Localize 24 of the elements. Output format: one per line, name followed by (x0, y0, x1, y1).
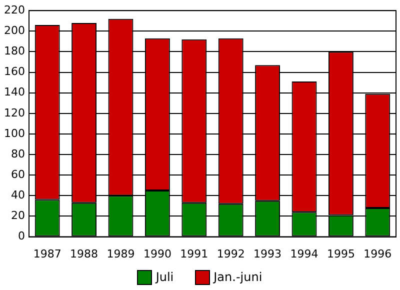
x-tick-label: 1995 (326, 247, 355, 260)
y-tick-label: 140 (4, 86, 25, 99)
x-tick-label: 1990 (143, 247, 172, 260)
x-tick-label: 1987 (33, 247, 62, 260)
x-tick-label: 1994 (290, 247, 318, 260)
x-tick-label: 1991 (180, 247, 208, 260)
legend-label: Juli (156, 270, 174, 284)
y-tick-label: 60 (10, 168, 25, 181)
y-tick-label: 200 (4, 24, 25, 38)
x-tick-label: 1996 (364, 247, 392, 260)
y-tick-label: 0 (18, 230, 25, 243)
y-tick-label: 180 (4, 44, 25, 58)
y-tick-label: 40 (10, 188, 25, 202)
y-tick-label: 220 (4, 3, 25, 16)
y-tick-label: 100 (4, 126, 25, 140)
y-tick-label: 120 (4, 106, 25, 120)
x-tick-label: 1992 (216, 247, 245, 260)
legend-label: Jan.-juni (214, 270, 262, 284)
x-tick-label: 1988 (70, 247, 98, 260)
x-tick-label: 1993 (254, 247, 282, 260)
y-tick-label: 160 (4, 65, 25, 78)
x-tick-label: 1989 (106, 247, 135, 260)
y-tick-label: 80 (10, 147, 25, 160)
y-tick-label: 20 (10, 209, 25, 222)
